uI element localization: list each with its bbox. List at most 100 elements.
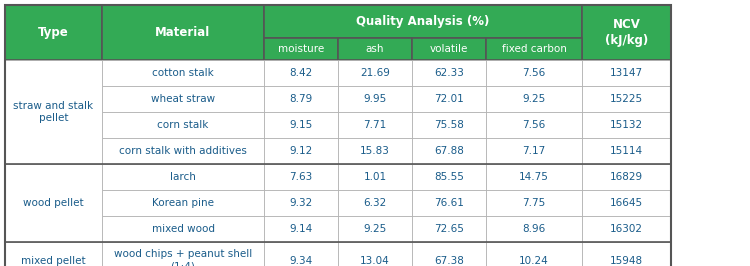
Text: 9.32: 9.32 — [290, 198, 313, 208]
Bar — [486, 164, 582, 190]
Bar — [264, 164, 338, 190]
Text: 75.58: 75.58 — [434, 120, 464, 130]
Text: 9.95: 9.95 — [363, 94, 387, 104]
Bar — [412, 38, 486, 60]
Bar — [102, 60, 264, 86]
Bar — [486, 216, 582, 242]
Text: 9.14: 9.14 — [290, 224, 313, 234]
Text: 1.01: 1.01 — [364, 172, 386, 182]
Bar — [412, 190, 486, 216]
Text: Type: Type — [38, 26, 69, 39]
Text: 8.42: 8.42 — [290, 68, 313, 78]
Bar — [338, 164, 412, 190]
Text: 7.56: 7.56 — [522, 68, 545, 78]
Bar — [5, 164, 102, 242]
Text: 9.15: 9.15 — [290, 120, 313, 130]
Bar — [412, 112, 486, 138]
Text: Material: Material — [155, 26, 211, 39]
Bar — [582, 216, 671, 242]
Text: 21.69: 21.69 — [360, 68, 390, 78]
Text: NCV
(kJ/kg): NCV (kJ/kg) — [604, 18, 648, 47]
Bar — [102, 138, 264, 164]
Bar — [338, 86, 412, 112]
Text: wheat straw: wheat straw — [151, 94, 215, 104]
Text: 8.79: 8.79 — [290, 94, 313, 104]
Bar — [264, 5, 582, 38]
Bar — [486, 112, 582, 138]
Bar — [102, 5, 264, 60]
Text: 13147: 13147 — [610, 68, 643, 78]
Text: 9.34: 9.34 — [290, 256, 313, 265]
Text: 16302: 16302 — [610, 224, 643, 234]
Text: 7.63: 7.63 — [290, 172, 313, 182]
Bar — [102, 190, 264, 216]
Bar — [338, 60, 412, 86]
Bar — [338, 242, 412, 266]
Bar — [5, 60, 102, 164]
Bar — [582, 112, 671, 138]
Bar — [412, 216, 486, 242]
Bar — [264, 38, 338, 60]
Text: ash: ash — [366, 44, 384, 54]
Text: 67.38: 67.38 — [434, 256, 464, 265]
Bar — [102, 112, 264, 138]
Bar — [5, 5, 102, 60]
Bar — [264, 86, 338, 112]
Text: corn stalk: corn stalk — [158, 120, 209, 130]
Text: 8.96: 8.96 — [522, 224, 545, 234]
Text: cotton stalk: cotton stalk — [152, 68, 214, 78]
Bar — [102, 242, 264, 266]
Text: 9.25: 9.25 — [363, 224, 387, 234]
Bar — [582, 164, 671, 190]
Bar — [582, 138, 671, 164]
Text: straw and stalk
pellet: straw and stalk pellet — [13, 101, 94, 123]
Text: 15114: 15114 — [610, 146, 643, 156]
Bar — [486, 138, 582, 164]
Text: 14.75: 14.75 — [519, 172, 549, 182]
Text: 67.88: 67.88 — [434, 146, 464, 156]
Bar — [486, 190, 582, 216]
Text: 13.04: 13.04 — [360, 256, 390, 265]
Bar — [264, 242, 338, 266]
Bar — [582, 242, 671, 266]
Bar — [264, 190, 338, 216]
Text: corn stalk with additives: corn stalk with additives — [119, 146, 247, 156]
Bar — [338, 112, 412, 138]
Bar — [102, 86, 264, 112]
Bar — [264, 216, 338, 242]
Bar — [5, 242, 102, 266]
Text: 6.32: 6.32 — [363, 198, 387, 208]
Bar — [264, 138, 338, 164]
Text: 15.83: 15.83 — [360, 146, 390, 156]
Text: 16645: 16645 — [610, 198, 643, 208]
Bar — [486, 86, 582, 112]
Bar — [486, 38, 582, 60]
Bar — [486, 242, 582, 266]
Text: 72.65: 72.65 — [434, 224, 464, 234]
Text: Korean pine: Korean pine — [152, 198, 214, 208]
Text: moisture: moisture — [278, 44, 324, 54]
Bar — [412, 86, 486, 112]
Bar — [412, 164, 486, 190]
Text: 85.55: 85.55 — [434, 172, 464, 182]
Bar — [102, 164, 264, 190]
Text: 7.56: 7.56 — [522, 120, 545, 130]
Text: 15132: 15132 — [610, 120, 643, 130]
Bar — [582, 60, 671, 86]
Text: wood chips + peanut shell
(1:4): wood chips + peanut shell (1:4) — [114, 249, 252, 266]
Text: volatile: volatile — [430, 44, 468, 54]
Text: fixed carbon: fixed carbon — [502, 44, 566, 54]
Bar — [412, 242, 486, 266]
Text: 10.24: 10.24 — [519, 256, 549, 265]
Text: 15225: 15225 — [610, 94, 643, 104]
Text: 9.12: 9.12 — [290, 146, 313, 156]
Bar — [582, 190, 671, 216]
Bar — [102, 216, 264, 242]
Text: 76.61: 76.61 — [434, 198, 464, 208]
Text: larch: larch — [170, 172, 196, 182]
Text: mixed wood: mixed wood — [152, 224, 214, 234]
Bar — [5, 5, 671, 266]
Text: 7.17: 7.17 — [522, 146, 545, 156]
Text: 9.25: 9.25 — [522, 94, 545, 104]
Text: 7.71: 7.71 — [363, 120, 387, 130]
